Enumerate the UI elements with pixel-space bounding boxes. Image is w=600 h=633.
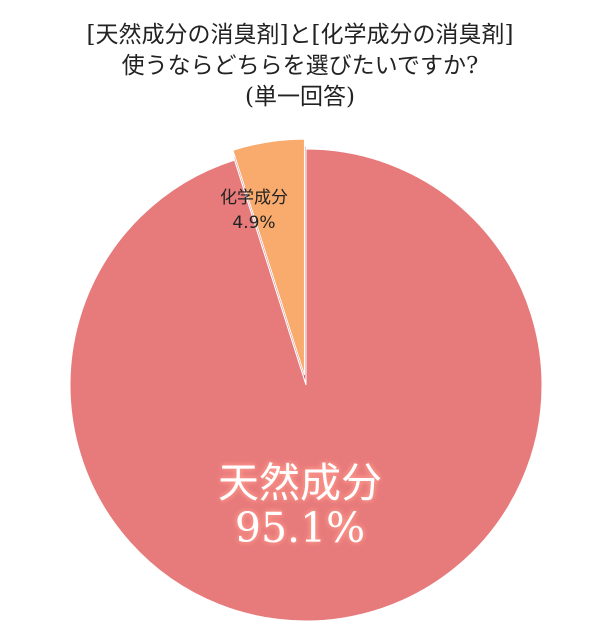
pie-slice-2	[232, 138, 305, 376]
slice-label-name-2: 化学成分	[220, 188, 288, 208]
chart-title: [天然成分の消臭剤]と[化学成分の消臭剤] 使うならどちらを選びたいですか? (…	[0, 20, 600, 113]
title-line-1: [天然成分の消臭剤]と[化学成分の消臭剤]	[86, 22, 514, 48]
pie-slice-1	[69, 148, 543, 622]
title-line-2: 使うならどちらを選びたいですか?	[121, 53, 479, 79]
slice-label-name-1: 天然成分	[218, 459, 382, 507]
slice-label-value-1: 95.1%	[235, 504, 365, 552]
slice-label-value-2: 4.9%	[232, 213, 275, 233]
title-line-3: (単一回答)	[245, 84, 355, 110]
